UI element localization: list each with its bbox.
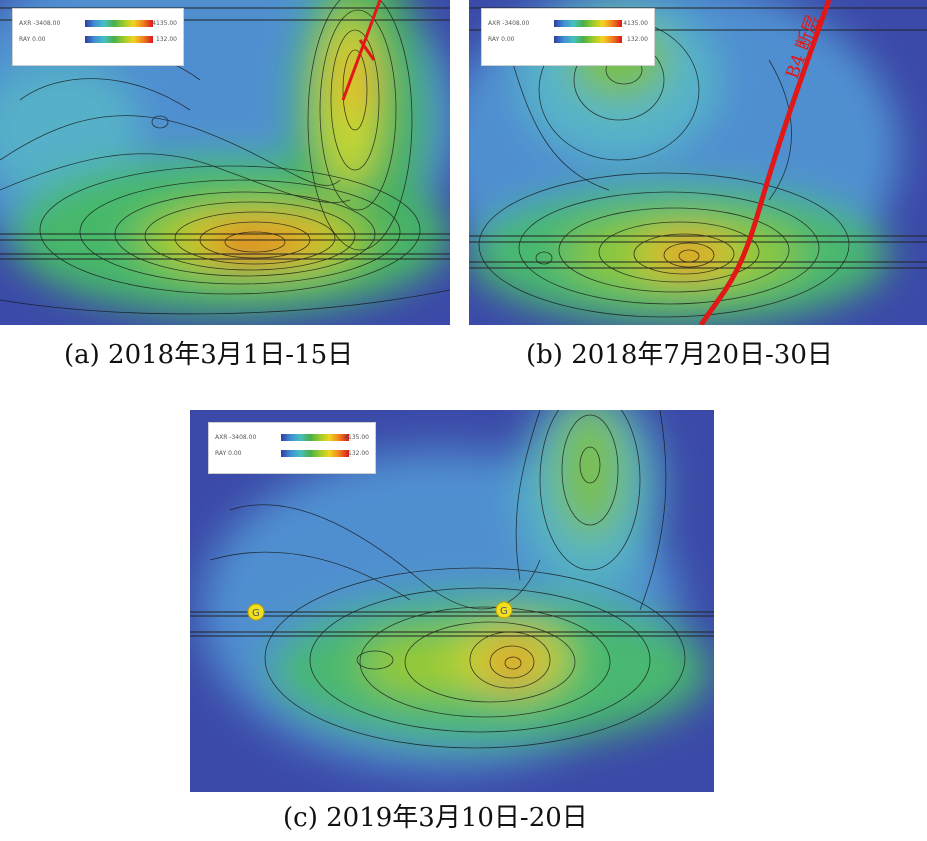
fault-line-b	[698, 0, 832, 325]
legend-row1-label: AXR -3408.00	[19, 20, 61, 27]
legend-row2-max: 132.00	[627, 36, 648, 43]
legend-colorbar	[554, 36, 622, 43]
legend-row1-label: AXR -3408.00	[215, 434, 257, 441]
contour-svg-b: B4 断层	[469, 0, 927, 325]
caption-a: (a) 2018年3月1日-15日	[64, 340, 354, 370]
legend-colorbar	[281, 450, 349, 457]
fault-line-a	[341, 0, 382, 101]
caption-b: (b) 2018年7月20日-30日	[526, 340, 833, 370]
marker-1-label: G	[252, 608, 260, 619]
legend-row2-label: RAY 0.00	[19, 36, 46, 43]
legend-colorbar	[554, 20, 622, 27]
legend-row2-label: RAY 0.00	[488, 36, 515, 43]
contour-svg-a	[0, 0, 450, 325]
legend-row2-label: RAY 0.00	[215, 450, 242, 457]
legend-b: AXR -3408.00 4135.00 RAY 0.00 132.00	[481, 8, 655, 66]
legend-row1-max: 4135.00	[623, 20, 648, 27]
contour-map-c: G G AXR -3408.00 4135.00 RAY 0.00 132.00	[190, 410, 714, 792]
legend-c: AXR -3408.00 4135.00 RAY 0.00 132.00	[208, 422, 376, 474]
legend-row2-max: 132.00	[348, 450, 369, 457]
legend-row2-max: 132.00	[156, 36, 177, 43]
marker-2-label: G	[500, 606, 508, 617]
legend-colorbar	[281, 434, 349, 441]
legend-colorbar	[85, 20, 153, 27]
legend-row1-max: 4135.00	[344, 434, 369, 441]
contour-map-b: B4 断层 AXR -3408.00 4135.00 RAY 0.00 132.00	[469, 0, 927, 325]
caption-c: (c) 2019年3月10日-20日	[283, 803, 588, 833]
contour-map-a: AXR -3408.00 4135.00 RAY 0.00 132.00	[0, 0, 450, 325]
marker-2	[495, 601, 513, 619]
legend-row1-max: 4135.00	[152, 20, 177, 27]
legend-a: AXR -3408.00 4135.00 RAY 0.00 132.00	[12, 8, 184, 66]
marker-1	[247, 603, 265, 621]
legend-colorbar	[85, 36, 153, 43]
legend-row1-label: AXR -3408.00	[488, 20, 530, 27]
